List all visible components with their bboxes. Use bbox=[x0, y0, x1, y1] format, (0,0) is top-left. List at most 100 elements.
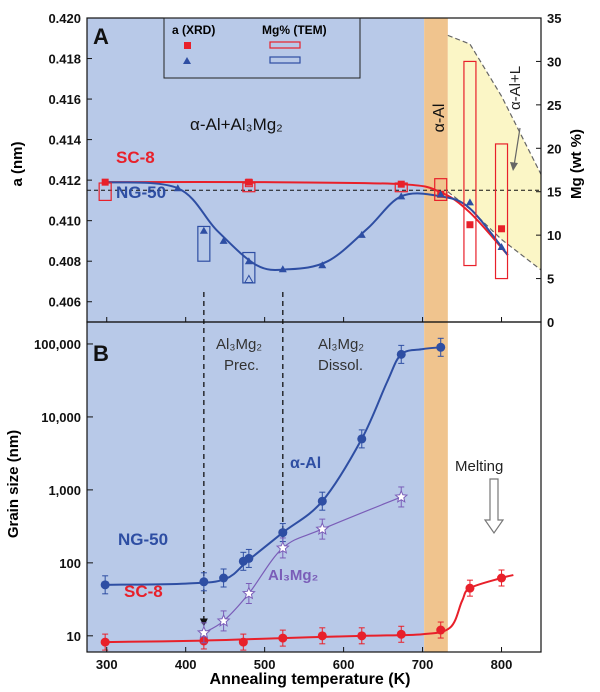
ng50-grain-point-8 bbox=[396, 349, 406, 359]
y-tick-label-b-4: 100,000 bbox=[34, 337, 81, 352]
y-axis-label-a: a (nm) bbox=[9, 141, 26, 186]
panel-a-letter: A bbox=[93, 24, 109, 49]
legend-header-tem: Mg% (TEM) bbox=[262, 23, 327, 37]
ng50-xrd-point-8 bbox=[436, 190, 445, 198]
sc8-xrd-point-2 bbox=[397, 180, 405, 188]
ng50-xrd-point-3 bbox=[244, 257, 253, 265]
prec-label-line2: Prec. bbox=[224, 357, 259, 374]
ng50-grain-point-2 bbox=[219, 573, 229, 583]
dissol-label-line1: Al₃Mg₂ bbox=[318, 336, 364, 353]
legend-blue-triangle-icon bbox=[183, 57, 191, 64]
y-tick-label-a-0: 0.406 bbox=[48, 295, 81, 310]
y-tick-label-a-6: 0.418 bbox=[48, 52, 81, 67]
x-tick-label-1: 400 bbox=[175, 657, 197, 672]
sc8-xrd-point-0 bbox=[101, 178, 109, 186]
x-axis-label: Annealing temperature (K) bbox=[210, 671, 411, 688]
phase-label-liquid-pointer bbox=[513, 127, 521, 167]
phase-label-alpha-al3mg2: α-Al+Al₃Mg₂ bbox=[190, 115, 283, 134]
ng50-xrd-point-2 bbox=[219, 236, 228, 244]
ng50-label-a: NG-50 bbox=[116, 183, 166, 202]
mg-percent-bar-6 bbox=[197, 225, 211, 262]
panel-a-marks bbox=[98, 60, 509, 284]
phase-label-liquid-arrowhead bbox=[510, 162, 518, 171]
ng50-grain-point-5 bbox=[278, 528, 288, 538]
x-tick-label-2: 500 bbox=[254, 657, 276, 672]
y2-tick-label-a-7: 35 bbox=[547, 11, 561, 26]
y-tick-label-a-3: 0.412 bbox=[48, 173, 81, 188]
ng50-xrd-point-9 bbox=[465, 198, 474, 206]
x-tick-label-3: 600 bbox=[333, 657, 355, 672]
y2-tick-label-a-5: 25 bbox=[547, 98, 561, 113]
ng50-xrd-point-0 bbox=[173, 184, 182, 192]
phase-region-single-a bbox=[424, 18, 448, 322]
sc8-grain-point-8 bbox=[465, 583, 475, 593]
prec-label-line1: Al₃Mg₂ bbox=[216, 336, 262, 353]
al3mg2-grain-point-5 bbox=[394, 489, 409, 503]
y-tick-label-a-7: 0.420 bbox=[48, 11, 81, 26]
sc8-grain-point-3 bbox=[278, 633, 288, 643]
al3mg2-grain-point-1 bbox=[216, 613, 231, 627]
y-tick-label-a-4: 0.414 bbox=[48, 133, 81, 148]
legend-box bbox=[163, 17, 361, 79]
y-tick-label-b-1: 100 bbox=[59, 556, 81, 571]
phase-region-single-b bbox=[424, 322, 448, 652]
sc8-grain-point-6 bbox=[396, 629, 406, 639]
panel-b-marks bbox=[100, 337, 507, 651]
y-tick-label-a-1: 0.408 bbox=[48, 254, 81, 269]
al3mg2-grain-point-4 bbox=[315, 521, 330, 536]
y-axis-label-b: Grain size (nm) bbox=[5, 430, 22, 538]
phase-region-two-phase-a bbox=[87, 18, 425, 322]
liquidus-upper-dashed bbox=[447, 34, 542, 175]
panel-a-background bbox=[87, 18, 542, 322]
liquidus-lower-dashed bbox=[447, 191, 542, 271]
phase-label-alpha: α-Al bbox=[431, 104, 448, 133]
panel-b-background bbox=[87, 322, 448, 652]
sc8-grain-point-7 bbox=[436, 625, 446, 635]
y2-axis-label-a: Mg (wt %) bbox=[568, 129, 585, 199]
melting-arrow-icon bbox=[483, 478, 505, 535]
panel-b-letter: B bbox=[93, 341, 109, 366]
ng50-label-b: NG-50 bbox=[118, 530, 168, 549]
x-tick-label-5: 800 bbox=[491, 657, 513, 672]
ng50-grain-point-0 bbox=[100, 580, 110, 590]
dissol-label-line2: Dissol. bbox=[318, 357, 363, 374]
y2-tick-label-a-4: 20 bbox=[547, 141, 561, 156]
ng50-fit-line-a bbox=[105, 181, 509, 272]
sc8-label-a: SC-8 bbox=[116, 148, 155, 167]
legend-header-xrd: a (XRD) bbox=[172, 23, 215, 37]
y2-tick-label-a-0: 0 bbox=[547, 315, 554, 330]
sc8-open-marker bbox=[244, 179, 253, 188]
sc8-grain-point-4 bbox=[317, 631, 327, 641]
ng50-xrd-point-6 bbox=[357, 230, 366, 238]
al3mg2-label: Al₃Mg₂ bbox=[268, 567, 318, 584]
legend-red-bar-icon bbox=[269, 41, 301, 49]
panel-b-frame bbox=[86, 321, 542, 653]
sc8-xrd-point-1 bbox=[245, 178, 253, 186]
alpha-al-label: α-Al bbox=[290, 455, 321, 472]
liquid-region bbox=[447, 35, 541, 270]
mg-percent-bar-5 bbox=[494, 143, 509, 280]
sc8-grain-point-2 bbox=[238, 637, 248, 647]
x-tick-label-4: 700 bbox=[412, 657, 434, 672]
ng50-xrd-point-7 bbox=[397, 192, 406, 200]
ng50-xrd-point-5 bbox=[318, 261, 327, 269]
ng50-xrd-point-10 bbox=[497, 243, 506, 251]
ng50-xrd-point-1 bbox=[199, 226, 208, 234]
sc8-xrd-point-4 bbox=[466, 221, 474, 229]
y2-tick-label-a-1: 5 bbox=[547, 272, 554, 287]
x-tick-label-0: 300 bbox=[96, 657, 118, 672]
y-tick-label-a-2: 0.410 bbox=[48, 214, 81, 229]
axes: 0.406 0.408 0.410 0.412 0.414 0.416 0.418 0.420… bbox=[34, 11, 561, 672]
sc8-grain-point-0 bbox=[100, 637, 110, 647]
sc8-fit-line-b bbox=[105, 574, 514, 644]
mg-percent-bar-3 bbox=[434, 178, 448, 201]
ng50-grain-point-7 bbox=[357, 434, 367, 444]
al3mg2-grain-point-0 bbox=[196, 625, 211, 639]
ng50-grain-point-1 bbox=[199, 577, 209, 587]
sc8-grain-point-5 bbox=[357, 631, 367, 641]
melting-label: Melting bbox=[455, 458, 503, 475]
legend-red-square-icon bbox=[184, 42, 191, 49]
y-tick-label-b-0: 10 bbox=[67, 629, 81, 644]
y2-tick-label-a-6: 30 bbox=[547, 54, 561, 69]
